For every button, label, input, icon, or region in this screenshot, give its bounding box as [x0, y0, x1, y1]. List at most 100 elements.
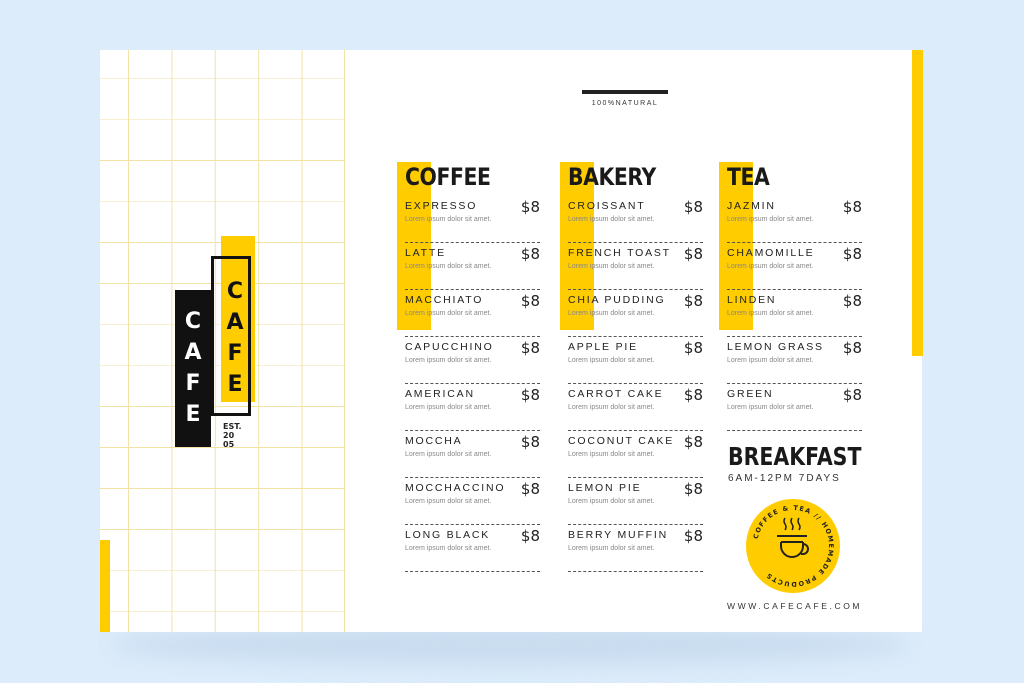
- item-description: Lorem ipsum dolor sit amet.: [727, 404, 814, 411]
- menu-item[interactable]: FRENCH TOAST $8 Lorem ipsum dolor sit amet…: [568, 243, 703, 290]
- section-title: COFFEE: [405, 163, 491, 191]
- item-description: Lorem ipsum dolor sit amet.: [568, 263, 655, 270]
- coffee-cup-icon: [777, 517, 809, 558]
- item-price: $8: [683, 292, 703, 310]
- item-name: FRENCH TOAST: [568, 247, 671, 259]
- menu-item[interactable]: CAPUCCHINO $8 Lorem ipsum dolor sit amet.: [405, 337, 540, 384]
- breakfast: BREAKFAST 6AM-12PM 7DAYS: [728, 442, 891, 484]
- item-name: LEMON PIE: [568, 482, 642, 494]
- section-title: BAKERY: [568, 163, 656, 191]
- item-name: MOCCHA: [405, 435, 463, 447]
- item-description: Lorem ipsum dolor sit amet.: [727, 216, 814, 223]
- item-name: CARROT CAKE: [568, 388, 664, 400]
- item-description: Lorem ipsum dolor sit amet.: [405, 498, 492, 505]
- item-price: $8: [683, 198, 703, 216]
- section-highlight: [560, 162, 594, 330]
- item-price: $8: [520, 292, 540, 310]
- tagline: 100%NATURAL: [582, 90, 668, 107]
- menu-item[interactable]: BERRY MUFFIN $8 Lorem ipsum dolor sit amet…: [568, 525, 703, 572]
- item-name: MACCHIATO: [405, 294, 484, 306]
- item-description: Lorem ipsum dolor sit amet.: [405, 404, 492, 411]
- section-highlight: [397, 162, 431, 330]
- menu-section-coffee: COFFEE EXPRESSO $8 Lorem ipsum dolor sit am…: [397, 162, 545, 572]
- item-description: Lorem ipsum dolor sit amet.: [568, 357, 655, 364]
- item-name: CAPUCCHINO: [405, 341, 494, 353]
- item-description: Lorem ipsum dolor sit amet.: [568, 451, 655, 458]
- item-price: $8: [520, 198, 540, 216]
- menu-section-bakery: BAKERY CROISSANT $8 Lorem ipsum dolor sit a…: [560, 162, 708, 572]
- item-description: Lorem ipsum dolor sit amet.: [405, 545, 492, 552]
- accent-bar-right: [912, 50, 923, 356]
- item-description: Lorem ipsum dolor sit amet.: [727, 263, 814, 270]
- est-year-1: 20: [223, 431, 235, 440]
- item-price: $8: [842, 339, 862, 357]
- item-description: Lorem ipsum dolor sit amet.: [727, 310, 814, 317]
- item-price: $8: [520, 245, 540, 263]
- logo-black-block: [175, 290, 211, 447]
- item-name: AMERICAN: [405, 388, 475, 400]
- item-price: $8: [842, 198, 862, 216]
- item-description: Lorem ipsum dolor sit amet.: [405, 216, 492, 223]
- item-name: BERRY MUFFIN: [568, 529, 668, 541]
- item-description: Lorem ipsum dolor sit amet.: [568, 545, 655, 552]
- menu-item[interactable]: COCONUT CAKE $8 Lorem ipsum dolor sit amet…: [568, 431, 703, 478]
- section-highlight: [719, 162, 753, 330]
- tagline-text: 100%NATURAL: [591, 100, 659, 107]
- item-name: LEMON GRASS: [727, 341, 824, 353]
- item-description: Lorem ipsum dolor sit amet.: [568, 310, 655, 317]
- menu-item[interactable]: JAZMIN $8 Lorem ipsum dolor sit amet.: [727, 196, 862, 243]
- menu-item[interactable]: MOCCHA $8 Lorem ipsum dolor sit amet.: [405, 431, 540, 478]
- homemade-badge: COFFEE & TEA // HOMEMADE PRODUCTS: [746, 499, 840, 593]
- item-price: $8: [683, 527, 703, 545]
- item-name: CHIA PUDDING: [568, 294, 666, 306]
- menu-item[interactable]: LEMON GRASS $8 Lorem ipsum dolor sit amet.: [727, 337, 862, 384]
- website[interactable]: WWW.CAFECAFE.COM: [727, 601, 863, 611]
- menu-item[interactable]: GREEN $8 Lorem ipsum dolor sit amet.: [727, 384, 862, 431]
- menu-item[interactable]: LEMON PIE $8 Lorem ipsum dolor sit amet.: [568, 478, 703, 525]
- item-price: $8: [520, 386, 540, 404]
- item-description: Lorem ipsum dolor sit amet.: [405, 263, 492, 270]
- menu-item[interactable]: MACCHIATO $8 Lorem ipsum dolor sit amet.: [405, 290, 540, 337]
- menu-item[interactable]: MOCCHACCINO $8 Lorem ipsum dolor sit amet.: [405, 478, 540, 525]
- item-price: $8: [842, 386, 862, 404]
- item-price: $8: [520, 339, 540, 357]
- menu-item[interactable]: LATTE $8 Lorem ipsum dolor sit amet.: [405, 243, 540, 290]
- menu-item[interactable]: LONG BLACK $8 Lorem ipsum dolor sit amet.: [405, 525, 540, 572]
- item-name: EXPRESSO: [405, 200, 478, 212]
- menu-item[interactable]: CHIA PUDDING $8 Lorem ipsum dolor sit amet…: [568, 290, 703, 337]
- menu-item[interactable]: AMERICAN $8 Lorem ipsum dolor sit amet.: [405, 384, 540, 431]
- logo-frame: [211, 256, 251, 416]
- item-description: Lorem ipsum dolor sit amet.: [727, 357, 814, 364]
- item-name: LONG BLACK: [405, 529, 491, 541]
- item-price: $8: [842, 292, 862, 310]
- menu-item[interactable]: CROISSANT $8 Lorem ipsum dolor sit amet.: [568, 196, 703, 243]
- item-price: $8: [520, 527, 540, 545]
- item-price: $8: [683, 480, 703, 498]
- section-title: TEA: [727, 163, 770, 191]
- breakfast-title: BREAKFAST: [728, 442, 862, 471]
- item-name: JAZMIN: [727, 200, 776, 212]
- menu-item[interactable]: EXPRESSO $8 Lorem ipsum dolor sit amet.: [405, 196, 540, 243]
- item-name: LINDEN: [727, 294, 777, 306]
- item-name: GREEN: [727, 388, 774, 400]
- item-price: $8: [683, 245, 703, 263]
- tagline-bar: [582, 90, 668, 94]
- item-name: MOCCHACCINO: [405, 482, 506, 494]
- item-description: Lorem ipsum dolor sit amet.: [405, 310, 492, 317]
- menu-item[interactable]: LINDEN $8 Lorem ipsum dolor sit amet.: [727, 290, 862, 337]
- item-price: $8: [683, 433, 703, 451]
- est-label: EST.: [223, 422, 242, 431]
- logo-est: EST. 20 05: [223, 422, 242, 449]
- breakfast-hours: 6AM-12PM 7DAYS: [728, 473, 841, 484]
- menu-section-tea: TEA JAZMIN $8 Lorem ipsum dolor sit amet. CH…: [719, 162, 867, 431]
- item-description: Lorem ipsum dolor sit amet.: [568, 216, 655, 223]
- item-name: COCONUT CAKE: [568, 435, 674, 447]
- item-price: $8: [520, 480, 540, 498]
- menu-item[interactable]: CARROT CAKE $8 Lorem ipsum dolor sit amet.: [568, 384, 703, 431]
- menu-item[interactable]: CHAMOMILLE $8 Lorem ipsum dolor sit amet.: [727, 243, 862, 290]
- item-name: CROISSANT: [568, 200, 646, 212]
- item-price: $8: [520, 433, 540, 451]
- item-price: $8: [842, 245, 862, 263]
- item-description: Lorem ipsum dolor sit amet.: [568, 404, 655, 411]
- menu-item[interactable]: APPLE PIE $8 Lorem ipsum dolor sit amet.: [568, 337, 703, 384]
